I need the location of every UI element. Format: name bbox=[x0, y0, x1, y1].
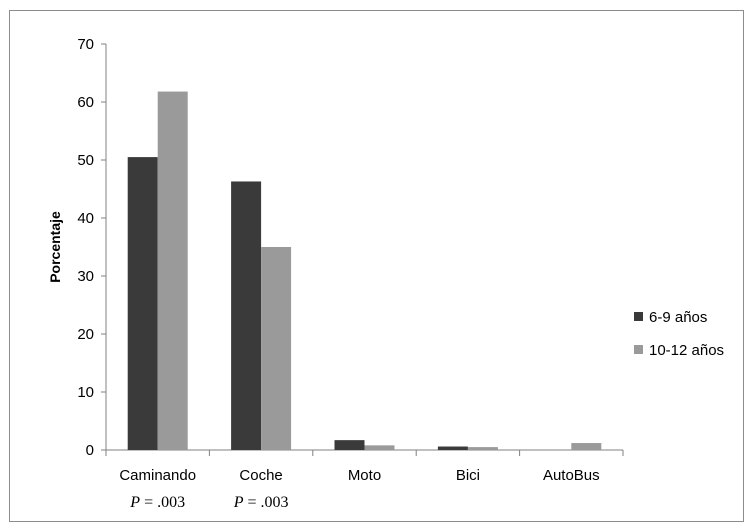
y-tick-label: 70 bbox=[77, 36, 94, 53]
y-tick-label: 50 bbox=[77, 152, 94, 169]
category-label: Caminando bbox=[119, 467, 196, 484]
bar-moto-series-1 bbox=[334, 440, 365, 450]
y-tick-label: 0 bbox=[86, 442, 94, 459]
bar-moto-series-2 bbox=[364, 445, 395, 450]
bar-coche-series-1 bbox=[231, 181, 262, 450]
annotations: P = .003 P = .003 bbox=[129, 494, 288, 511]
category-label: AutoBus bbox=[543, 467, 600, 484]
chart-frame bbox=[9, 10, 744, 522]
p-value-annotation: P = .003 bbox=[233, 494, 289, 511]
bars bbox=[127, 91, 602, 450]
category-label: Coche bbox=[239, 467, 282, 484]
y-tick-label: 60 bbox=[77, 94, 94, 111]
y-tick-label: 20 bbox=[77, 326, 94, 343]
bar-bici-series-2 bbox=[467, 447, 498, 450]
y-tick-label: 10 bbox=[77, 384, 94, 401]
legend-label-2: 10-12 años bbox=[649, 342, 724, 359]
category-label: Bici bbox=[456, 467, 480, 484]
y-tick-label: 40 bbox=[77, 210, 94, 227]
legend-swatch-2 bbox=[634, 345, 643, 354]
category-labels: Caminando Coche Moto Bici AutoBus bbox=[119, 467, 599, 484]
bar-bici-series-1 bbox=[437, 446, 468, 450]
y-axis-label: Porcentaje bbox=[47, 211, 63, 283]
legend-label-1: 6-9 años bbox=[649, 309, 707, 326]
y-tick-label: 30 bbox=[77, 268, 94, 285]
bar-caminando-series-1 bbox=[127, 157, 158, 450]
ticks: 0 10 20 30 40 50 60 70 bbox=[77, 36, 624, 459]
bar-autobus-series-2 bbox=[571, 443, 602, 450]
bar-caminando-series-2 bbox=[157, 91, 188, 450]
legend: 6-9 años 10-12 años bbox=[634, 309, 724, 359]
p-value-annotation: P = .003 bbox=[129, 494, 185, 511]
category-label: Moto bbox=[348, 467, 381, 484]
legend-swatch-1 bbox=[634, 312, 643, 321]
bar-coche-series-2 bbox=[261, 247, 292, 450]
